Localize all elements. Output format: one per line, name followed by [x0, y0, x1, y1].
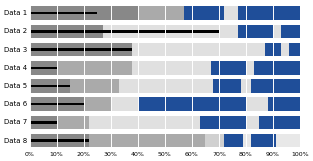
- Bar: [259, 116, 300, 129]
- Bar: [29, 79, 70, 93]
- Bar: [29, 43, 132, 57]
- Bar: [29, 103, 84, 105]
- Bar: [103, 25, 300, 38]
- Bar: [84, 97, 111, 111]
- Bar: [29, 61, 57, 75]
- Bar: [254, 61, 300, 75]
- Bar: [57, 61, 132, 75]
- Bar: [29, 116, 57, 129]
- Bar: [184, 6, 224, 20]
- Bar: [281, 25, 300, 38]
- Bar: [289, 43, 300, 57]
- Bar: [29, 30, 219, 33]
- Bar: [70, 79, 119, 93]
- Bar: [238, 25, 273, 38]
- Bar: [138, 97, 246, 111]
- Bar: [29, 97, 84, 111]
- Bar: [111, 97, 300, 111]
- Bar: [205, 134, 227, 147]
- Bar: [29, 25, 103, 38]
- Bar: [251, 79, 300, 93]
- Bar: [238, 6, 300, 20]
- Bar: [213, 79, 240, 93]
- Bar: [251, 134, 276, 147]
- Bar: [89, 116, 300, 129]
- Bar: [29, 48, 132, 51]
- Bar: [57, 116, 89, 129]
- Bar: [29, 67, 57, 69]
- Bar: [227, 134, 300, 147]
- Bar: [211, 61, 246, 75]
- Bar: [200, 116, 246, 129]
- Bar: [89, 134, 205, 147]
- Bar: [29, 12, 97, 14]
- Bar: [29, 139, 89, 142]
- Bar: [29, 85, 70, 87]
- Bar: [265, 43, 281, 57]
- Bar: [29, 121, 57, 124]
- Bar: [29, 6, 138, 20]
- Bar: [184, 6, 300, 20]
- Bar: [268, 97, 300, 111]
- Bar: [132, 43, 300, 57]
- Bar: [138, 6, 184, 20]
- Bar: [29, 134, 89, 147]
- Bar: [119, 79, 300, 93]
- Bar: [224, 134, 243, 147]
- Bar: [132, 61, 300, 75]
